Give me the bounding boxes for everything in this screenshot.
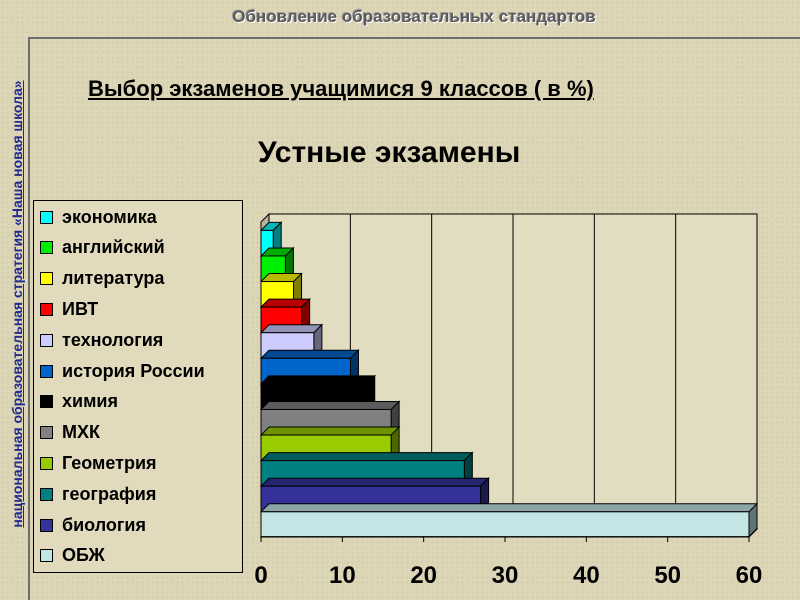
legend-label: экономика: [62, 206, 157, 227]
bar-top: [259, 477, 490, 487]
legend-label: ОБЖ: [62, 545, 105, 566]
bar: [259, 502, 759, 538]
x-tick-label: 40: [573, 562, 600, 589]
legend-item: английский: [40, 236, 165, 260]
frame-vertical-line: [28, 37, 30, 600]
legend-swatch: [40, 241, 53, 255]
legend-swatch: [40, 210, 53, 224]
header-title: Обновление образовательных стандартов: [232, 7, 596, 26]
legend-swatch: [40, 333, 53, 347]
legend-swatch: [40, 302, 53, 316]
legend-label: технология: [62, 329, 164, 350]
legend-item: литература: [40, 267, 164, 291]
legend-item: экономика: [40, 205, 157, 229]
bar-front: [260, 511, 750, 538]
x-tick-label: 60: [736, 562, 763, 589]
frame-horizontal-line: [28, 37, 800, 39]
chart-legend: экономика английский литература ИВТ технолог…: [33, 200, 243, 573]
legend-label: литература: [62, 268, 165, 289]
bar-top: [259, 400, 401, 410]
legend-swatch: [40, 364, 53, 378]
chart-title: Устные экзамены: [258, 136, 521, 169]
bar-top: [259, 452, 474, 462]
legend-item: биология: [40, 513, 146, 537]
bar-top: [259, 324, 324, 334]
bar-top: [259, 349, 360, 359]
legend-label: химия: [62, 391, 118, 412]
bar-top: [259, 426, 401, 436]
legend-swatch: [40, 456, 53, 470]
x-tick-label: 30: [492, 562, 519, 589]
x-tick-label: 50: [654, 562, 681, 589]
legend-swatch: [40, 518, 53, 532]
x-tick-label: 20: [410, 562, 437, 589]
x-tick-label: 0: [254, 562, 267, 589]
legend-label: история России: [62, 360, 205, 381]
legend-swatch: [40, 395, 53, 409]
legend-item: история России: [40, 359, 205, 383]
legend-swatch: [40, 426, 53, 440]
legend-label: география: [62, 483, 157, 504]
legend-item: технология: [40, 328, 163, 352]
legend-label: Геометрия: [62, 452, 157, 473]
bar-top: [259, 503, 759, 513]
legend-swatch: [40, 549, 53, 563]
legend-item: химия: [40, 390, 118, 414]
bar-top: [259, 375, 376, 385]
legend-item: Геометрия: [40, 451, 157, 475]
legend-label: ИВТ: [62, 298, 99, 319]
legend-label: английский: [62, 237, 165, 258]
legend-item: ИВТ: [40, 297, 98, 321]
legend-swatch: [40, 487, 53, 501]
legend-label: МХК: [62, 422, 100, 443]
legend-item: МХК: [40, 421, 100, 445]
legend-item: ОБЖ: [40, 544, 105, 568]
x-tick-label: 10: [329, 562, 356, 589]
legend-item: география: [40, 482, 156, 506]
slide-title: Выбор экзаменов учащимися 9 классов ( в …: [88, 76, 594, 101]
legend-label: биология: [62, 514, 146, 535]
legend-swatch: [40, 272, 53, 286]
bar: [259, 246, 295, 282]
